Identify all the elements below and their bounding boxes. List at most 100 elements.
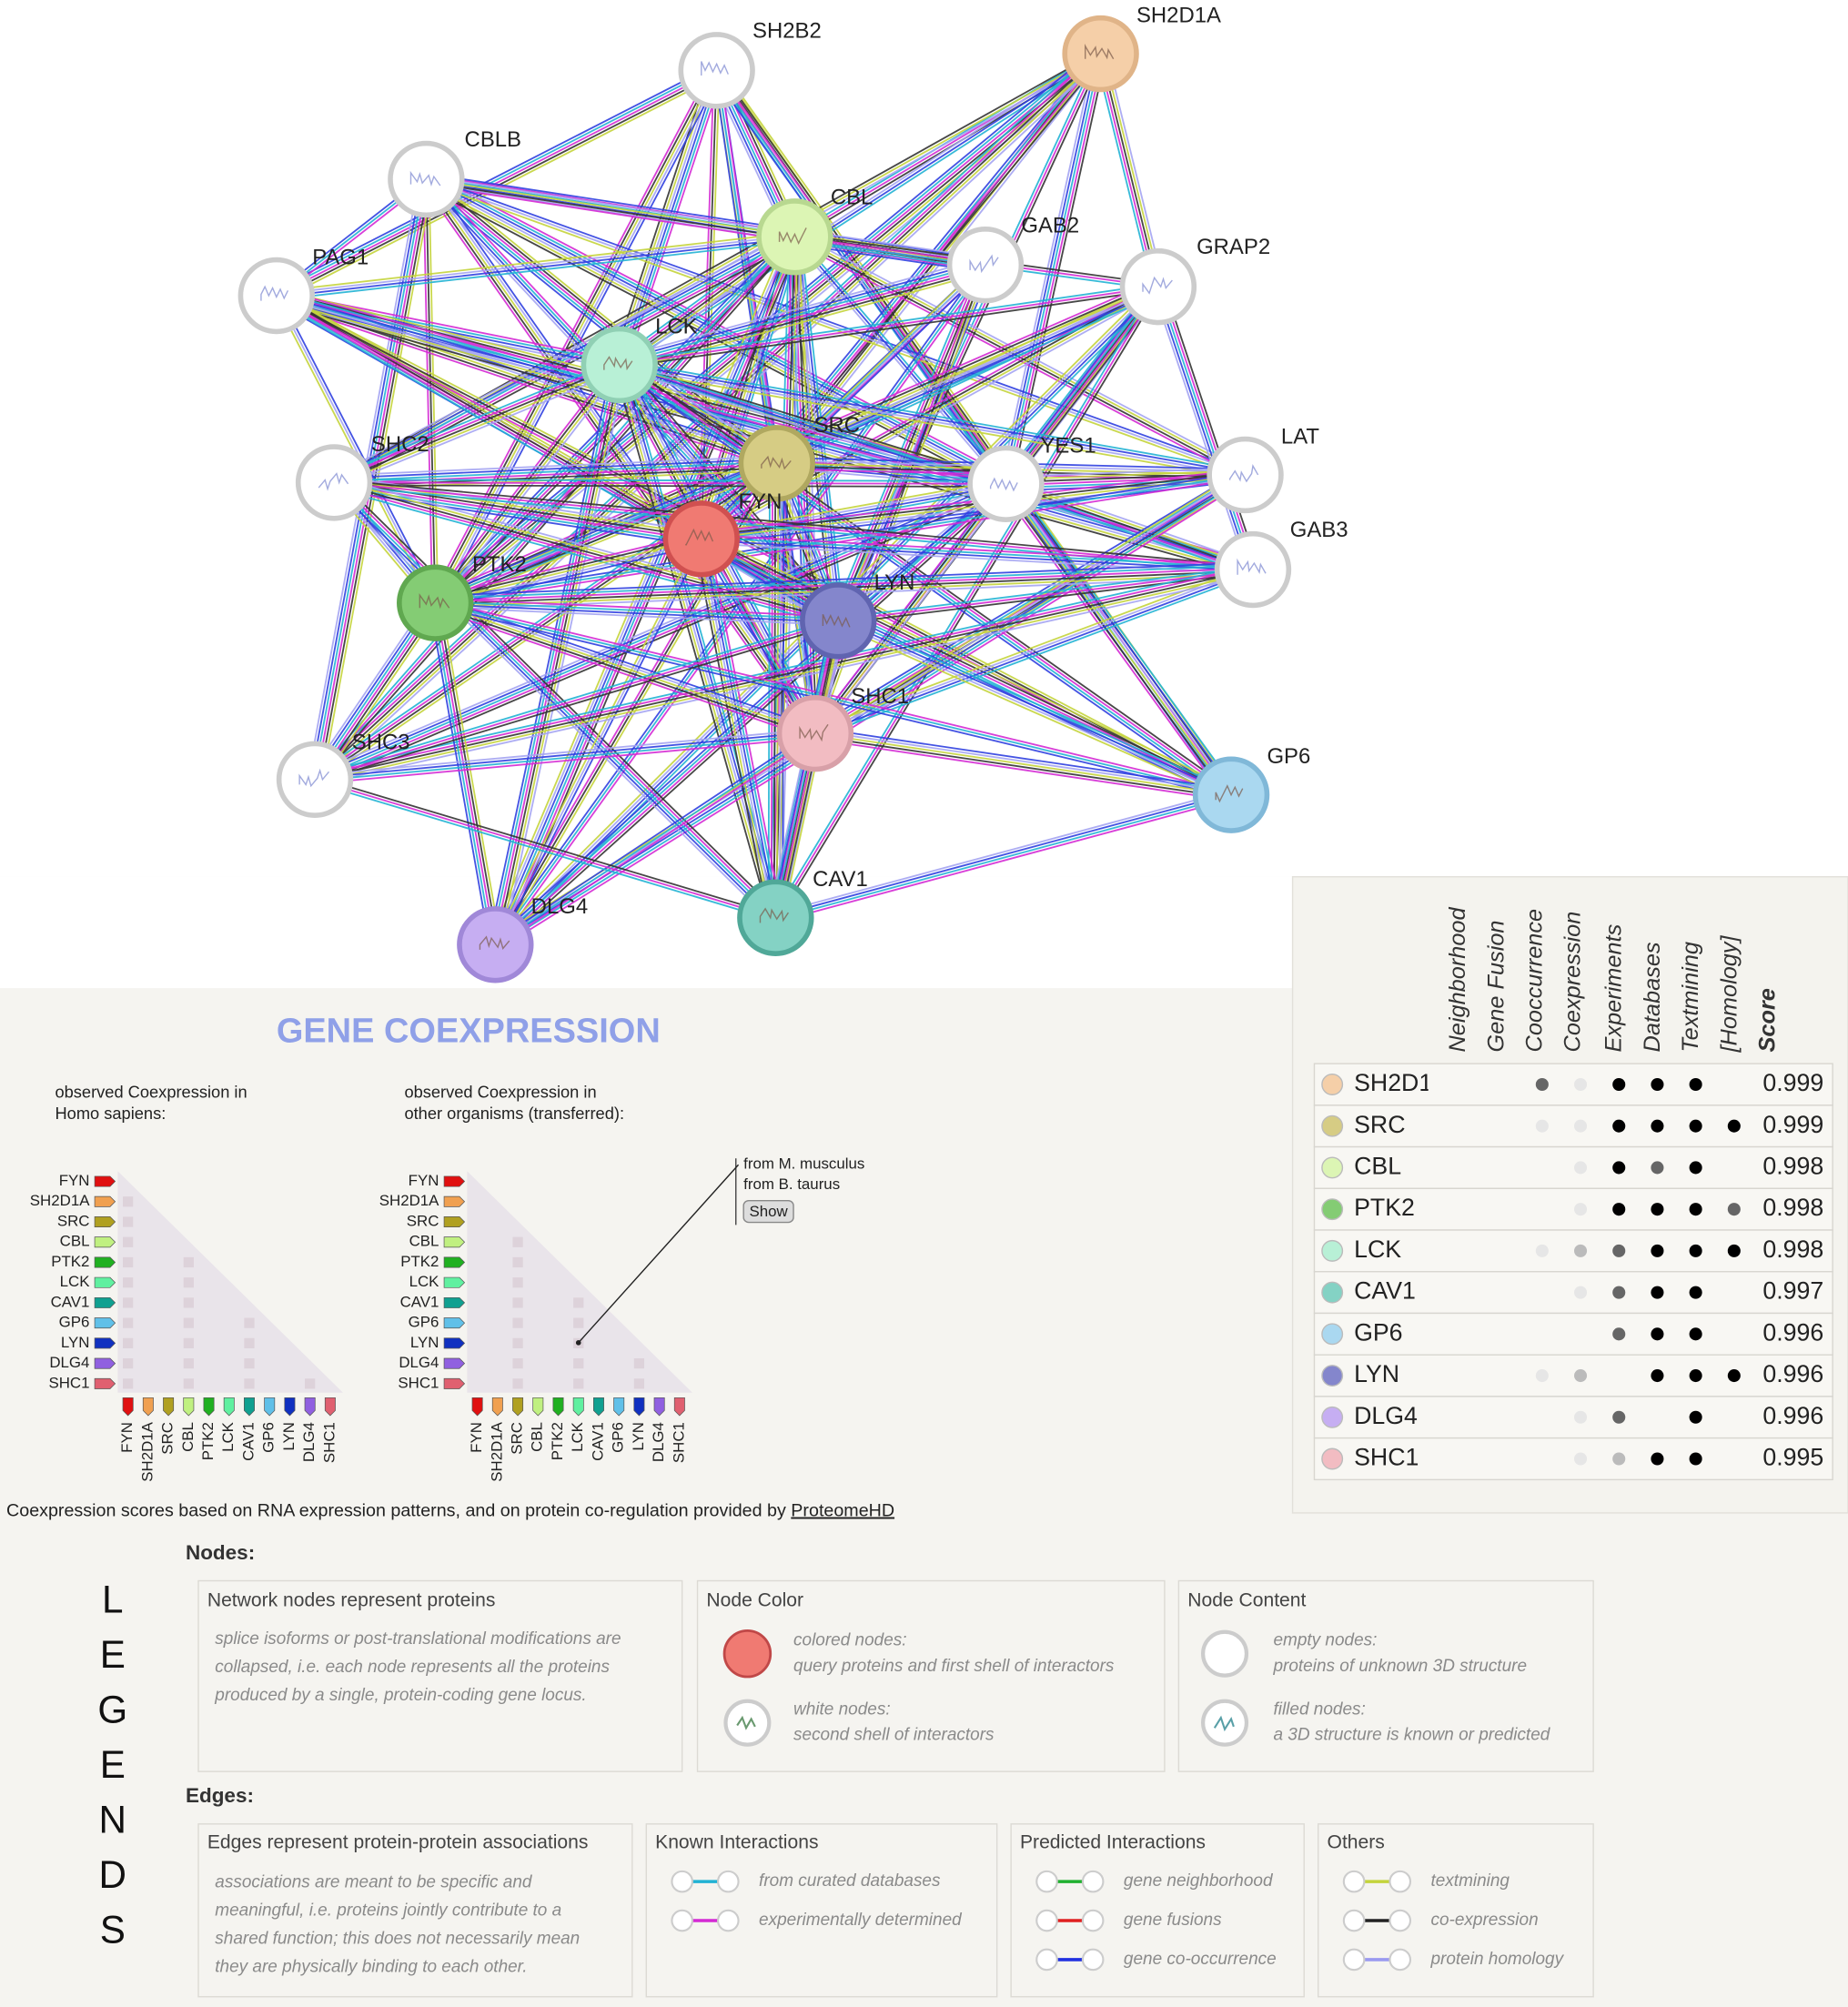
row-score: 0.997 bbox=[1762, 1277, 1823, 1305]
legend-edge-end bbox=[716, 1870, 740, 1893]
column-header: Coexpression bbox=[1560, 912, 1586, 1053]
node bbox=[1207, 436, 1284, 514]
node-label: CBL bbox=[831, 185, 874, 209]
row-name: DLG4 bbox=[1354, 1402, 1418, 1429]
gene-tag bbox=[491, 1397, 503, 1417]
edge bbox=[435, 598, 839, 618]
node-label: LAT bbox=[1281, 424, 1319, 449]
matrix-cell bbox=[123, 1277, 134, 1288]
column-label: CAV1 bbox=[589, 1422, 606, 1461]
evidence-dot bbox=[1727, 1119, 1741, 1133]
gene-tag bbox=[443, 1296, 466, 1308]
edge bbox=[619, 365, 1246, 478]
edge bbox=[612, 366, 772, 920]
node bbox=[756, 198, 833, 276]
evidence-dot bbox=[1574, 1119, 1588, 1133]
evidence-dot bbox=[1689, 1161, 1702, 1175]
row-label: DLG4 bbox=[399, 1354, 439, 1371]
edge bbox=[838, 619, 1233, 795]
evidence-dot bbox=[1651, 1119, 1664, 1133]
node-structure bbox=[701, 61, 729, 76]
legend-structure bbox=[736, 1715, 756, 1730]
box-title: Network nodes represent proteins bbox=[207, 1590, 496, 1611]
matrix-cell bbox=[183, 1378, 194, 1389]
table-row bbox=[1313, 1145, 1833, 1189]
edge bbox=[420, 181, 812, 738]
evidence-dot bbox=[1574, 1369, 1588, 1383]
column-header: Gene Fusion bbox=[1483, 921, 1509, 1053]
panel-caption: observed Coexpression in bbox=[55, 1082, 247, 1101]
score-table: Neighborhood Gene Fusion Cooccurrence Coexp… bbox=[1313, 906, 1833, 1481]
row-swatch bbox=[1321, 1406, 1344, 1428]
panel-caption: observed Coexpression in bbox=[404, 1082, 596, 1101]
show-button[interactable] bbox=[742, 1199, 794, 1224]
evidence-dot bbox=[1612, 1203, 1626, 1216]
box-text: splice isoforms or post-translational mo… bbox=[215, 1629, 621, 1649]
edge bbox=[439, 601, 502, 944]
show-button-label: Show bbox=[750, 1203, 789, 1220]
row-swatch bbox=[1321, 1281, 1344, 1304]
box-title: Edges represent protein-protein associat… bbox=[207, 1831, 589, 1852]
edge bbox=[429, 603, 491, 946]
edge bbox=[1005, 469, 1246, 481]
row-name: GP6 bbox=[1354, 1318, 1402, 1346]
matrix-cell bbox=[123, 1256, 134, 1268]
evidence-dot bbox=[1689, 1286, 1702, 1299]
row-label: LCK bbox=[409, 1273, 440, 1290]
gene-tag bbox=[94, 1377, 116, 1389]
footnote-text: Coexpression scores based on RNA express… bbox=[6, 1501, 791, 1521]
box-title: Others bbox=[1328, 1831, 1385, 1852]
evidence-dot bbox=[1689, 1203, 1702, 1216]
edge bbox=[425, 178, 816, 734]
evidence-dot bbox=[1612, 1244, 1626, 1257]
node bbox=[662, 500, 740, 578]
column-label: LYN bbox=[630, 1422, 647, 1451]
edge bbox=[792, 237, 1005, 487]
edge bbox=[331, 358, 618, 479]
gene-tag bbox=[572, 1397, 584, 1417]
node bbox=[295, 444, 373, 521]
edge bbox=[813, 564, 1252, 731]
column-label: SRC bbox=[159, 1422, 177, 1455]
edge bbox=[696, 540, 773, 919]
edge bbox=[699, 539, 775, 919]
gene-tag bbox=[443, 1216, 466, 1227]
node bbox=[1062, 15, 1139, 93]
gene-tag bbox=[443, 1175, 466, 1187]
section-title: GENE COEXPRESSION bbox=[277, 1012, 661, 1050]
edge bbox=[812, 469, 1243, 730]
edge bbox=[274, 298, 837, 626]
edge bbox=[619, 265, 986, 368]
evidence-dot bbox=[1535, 1077, 1549, 1092]
edge bbox=[435, 603, 839, 623]
edge bbox=[999, 52, 1096, 483]
gene-tag bbox=[443, 1337, 466, 1349]
row-score: 0.999 bbox=[1762, 1069, 1823, 1096]
table-row bbox=[1313, 1437, 1833, 1481]
gene-tag bbox=[94, 1317, 116, 1329]
node bbox=[1214, 530, 1292, 609]
edge bbox=[839, 616, 1234, 792]
matrix-cell bbox=[512, 1337, 523, 1349]
edge bbox=[493, 730, 814, 943]
side-label: LEGENDS bbox=[97, 1578, 127, 1952]
evidence-dot bbox=[1651, 1244, 1664, 1257]
footnote-link: ProteomeHD bbox=[791, 1501, 894, 1521]
gene-tag bbox=[653, 1397, 665, 1417]
box-text: shared function; this does not necessari… bbox=[215, 1929, 580, 1948]
edge bbox=[775, 795, 1232, 921]
column-label: GP6 bbox=[610, 1422, 627, 1453]
edge bbox=[276, 231, 795, 293]
row-label: CBL bbox=[60, 1233, 90, 1250]
edge bbox=[815, 570, 1254, 736]
node-label: CBLB bbox=[465, 127, 521, 152]
legend-box bbox=[645, 1823, 998, 1998]
row-swatch bbox=[1321, 1365, 1344, 1387]
edge bbox=[334, 479, 1006, 482]
legend-box bbox=[1177, 1579, 1594, 1772]
edge bbox=[437, 71, 721, 605]
column-label: LYN bbox=[280, 1422, 298, 1451]
edge bbox=[776, 798, 1233, 923]
edge bbox=[334, 481, 1006, 485]
evidence-dot bbox=[1612, 1161, 1626, 1175]
